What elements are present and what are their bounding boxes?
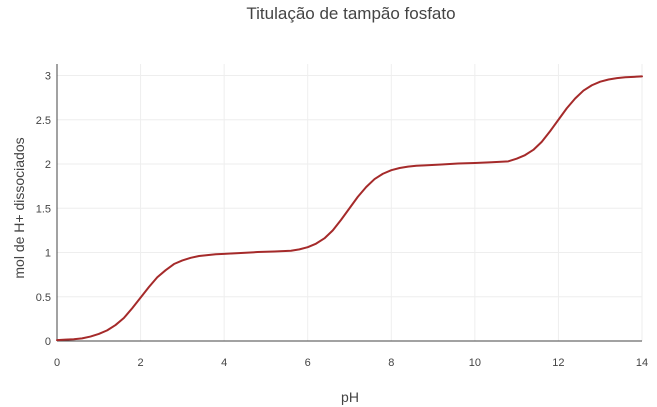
x-tick-label: 0 [54, 357, 60, 369]
x-tick-label: 10 [469, 357, 481, 369]
y-tick-label: 2.5 [36, 115, 51, 127]
y-tick-label: 2 [45, 159, 51, 171]
x-tick-label: 2 [138, 357, 144, 369]
y-tick-label: 3 [45, 71, 51, 83]
y-tick-label: 0.5 [36, 292, 51, 304]
x-tick-label: 8 [388, 357, 394, 369]
series-line-titration [56, 75, 643, 342]
gridlines [57, 64, 643, 341]
y-tick-label: 0 [45, 336, 51, 348]
y-tick-label: 1.5 [36, 203, 51, 215]
x-tick-label: 12 [552, 357, 564, 369]
x-axis-label: pH [341, 389, 359, 405]
x-tick-label: 4 [221, 357, 227, 369]
y-axis-ticks: 0 0.5 1 1.5 2 2.5 3 [36, 71, 51, 348]
x-tick-label: 14 [636, 357, 648, 369]
chart-title: Titulação de tampão fosfato [246, 4, 455, 23]
x-tick-label: 6 [305, 357, 311, 369]
x-axis-ticks: 0 2 4 6 8 10 12 14 [54, 357, 648, 369]
y-axis-label: mol de H+ dissociados [11, 137, 27, 278]
y-tick-label: 1 [45, 248, 51, 260]
